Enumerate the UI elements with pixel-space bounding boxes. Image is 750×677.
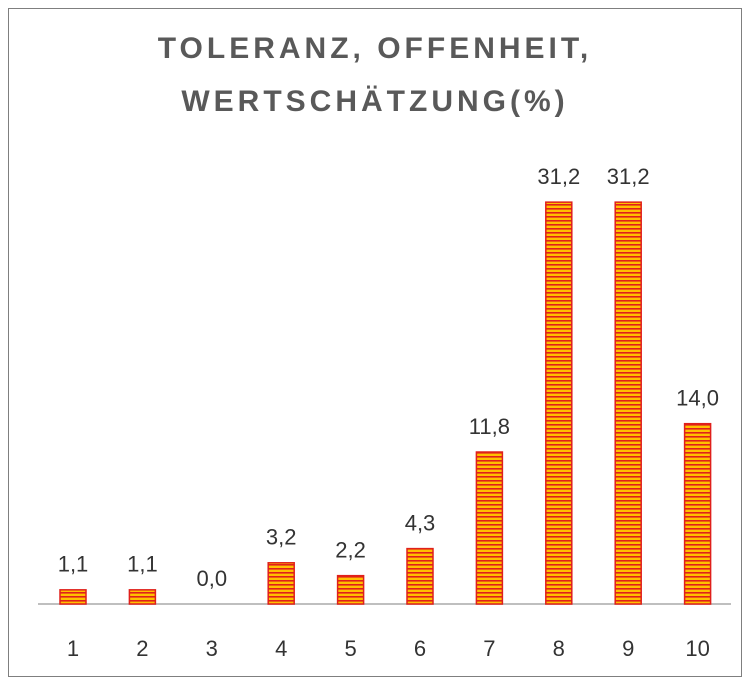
- x-tick-label: 5: [344, 636, 356, 661]
- x-tick-label: 3: [206, 636, 218, 661]
- bar: [59, 589, 87, 605]
- x-tick-label: 2: [136, 636, 148, 661]
- chart-title: TOLERANZ, OFFENHEIT,: [158, 32, 592, 65]
- value-label: 11,8: [469, 414, 510, 439]
- bar: [406, 547, 434, 605]
- value-label: 4,3: [405, 510, 436, 535]
- value-label: 3,2: [266, 525, 297, 550]
- x-tick-label: 4: [275, 636, 287, 661]
- bar: [336, 574, 365, 605]
- bar: [128, 589, 157, 605]
- value-label: 14,0: [676, 385, 719, 410]
- value-label: 1,1: [127, 552, 158, 577]
- value-label: 2,2: [335, 537, 366, 562]
- x-tick-label: 7: [483, 636, 495, 661]
- value-label: 1,1: [58, 552, 89, 577]
- bar: [614, 201, 642, 605]
- bar: [267, 562, 295, 605]
- chart-title: WERTSCHÄTZUNG(%): [181, 85, 568, 118]
- bar: [683, 422, 712, 605]
- value-label: 0,0: [197, 566, 228, 591]
- x-tick-label: 8: [553, 636, 565, 661]
- value-label: 31,2: [537, 164, 580, 189]
- bar: [545, 201, 573, 605]
- bar: [475, 451, 504, 605]
- value-label: 31,2: [607, 164, 650, 189]
- x-tick-label: 9: [622, 636, 634, 661]
- x-tick-label: 1: [67, 636, 79, 661]
- x-tick-label: 6: [414, 636, 426, 661]
- x-tick-label: 10: [685, 636, 709, 661]
